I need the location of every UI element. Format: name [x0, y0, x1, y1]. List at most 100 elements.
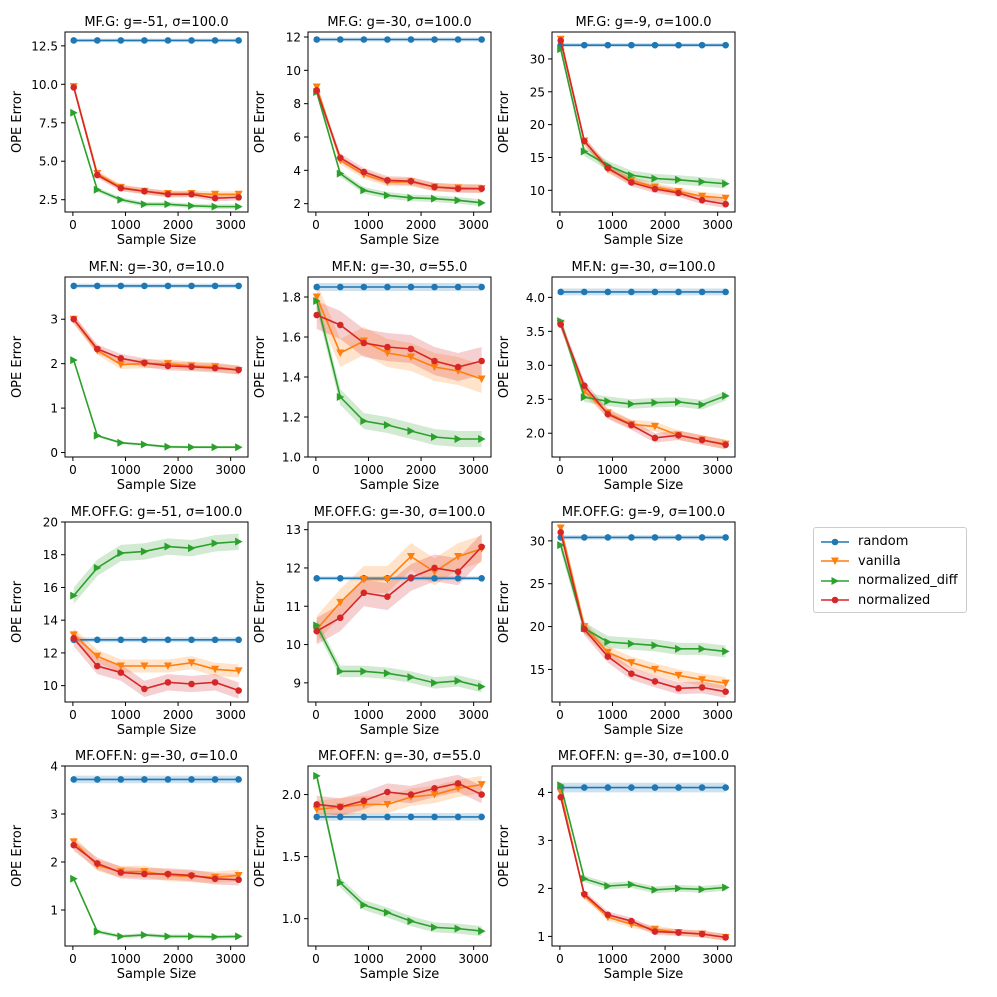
x-tick-label: 1000 [597, 952, 628, 966]
point-vanilla [312, 805, 321, 814]
point-normalized [478, 543, 485, 551]
subplot-title: MF.G: g=-30, σ=100.0 [327, 15, 471, 30]
axes-frame [307, 31, 492, 213]
x-tick-label: 0 [312, 463, 320, 477]
point-random [651, 784, 659, 791]
line-normalized_diff [315, 91, 482, 204]
x-tick-label: 0 [556, 463, 564, 477]
subplot-11: 0 1000 2000 3000 1.0 1.5 2.0 MF.OFF.N: g=-30, σ… [253, 749, 492, 982]
point-normalized [698, 930, 706, 938]
line-normalized [559, 797, 726, 939]
line-normalized [316, 782, 482, 808]
point-normalized_diff [557, 781, 565, 790]
point-normalized_diff [454, 924, 463, 933]
y-tick-label: 3 [537, 834, 545, 848]
point-normalized [675, 929, 682, 936]
point-vanilla [698, 676, 707, 684]
y-tick-label: 16 [43, 581, 58, 595]
x-tick-label: 2000 [650, 218, 681, 232]
point-vanilla [211, 665, 220, 674]
point-normalized_diff [627, 880, 636, 889]
line-normalized [559, 532, 726, 693]
point-normalized [336, 321, 344, 329]
y-tick-label: 20 [530, 118, 545, 132]
point-vanilla [234, 667, 243, 675]
point-random [675, 534, 682, 541]
subplot-10: 0 1000 2000 3000 1 2 3 4 MF.OFF.N: g=-30, σ=10.0… [10, 749, 249, 982]
point-normalized [164, 679, 172, 686]
x-tick-label: 3000 [215, 708, 246, 722]
line-vanilla [316, 548, 482, 630]
point-vanilla [627, 659, 636, 667]
line-vanilla [315, 296, 482, 380]
y-tick-label: 15 [530, 663, 545, 677]
point-random [628, 41, 635, 49]
point-normalized_diff [117, 438, 125, 447]
line-normalized [316, 546, 483, 632]
point-random [313, 283, 321, 291]
point-vanilla [454, 784, 463, 793]
subplot-4: 0 1000 2000 3000 0 1 2 3 MF.N: g=-30, σ=10.0 Samp… [10, 260, 249, 493]
point-normalized_diff [93, 563, 102, 572]
point-normalized [93, 171, 101, 179]
point-random [722, 534, 729, 541]
point-vanilla [477, 375, 486, 383]
point-random [164, 37, 172, 44]
subplot-3: 0 1000 2000 3000 10 15 20 25 30 MF.G: g=-9, σ=100… [497, 15, 736, 248]
point-normalized_diff [478, 927, 486, 936]
legend-item-normalized: normalized [820, 591, 960, 611]
legend-swatch-random [821, 538, 849, 546]
y-tick-label: 2.0 [526, 427, 545, 441]
x-tick-label: 2000 [650, 952, 681, 966]
y-axis-label: OPE Error [10, 90, 25, 153]
point-normalized [431, 785, 438, 792]
x-tick-label: 1000 [110, 708, 141, 722]
subplot-title: MF.N: g=-30, σ=10.0 [89, 260, 225, 275]
y-tick-label: 2.5 [39, 193, 58, 207]
point-random [188, 776, 195, 783]
point-random [384, 283, 391, 291]
point-random [407, 36, 415, 43]
point-normalized_diff [70, 108, 78, 117]
point-normalized [164, 870, 172, 878]
point-random [722, 784, 729, 791]
point-normalized_diff [722, 179, 730, 188]
point-normalized_diff [235, 443, 243, 452]
point-random [141, 776, 148, 783]
y-tick-label: 10 [286, 64, 301, 78]
point-random [604, 288, 612, 296]
subplot-title: MF.OFF.G: g=-9, σ=100.0 [562, 505, 725, 520]
point-normalized_diff [627, 639, 636, 648]
y-tick-label: 7.5 [39, 116, 58, 130]
y-tick-label: 10 [286, 638, 301, 652]
point-normalized_diff [454, 196, 463, 205]
point-normalized [313, 801, 321, 808]
point-normalized_diff [211, 539, 220, 548]
point-normalized [70, 315, 78, 323]
point-normalized_diff [117, 549, 125, 558]
band-normalized_diff [73, 533, 239, 604]
point-random [651, 41, 659, 49]
point-random [651, 288, 659, 296]
point-vanilla [116, 662, 125, 670]
point-normalized_diff [140, 200, 149, 209]
point-normalized_diff [675, 884, 683, 893]
legend-label: normalized_diff [858, 573, 958, 589]
point-normalized_diff [722, 883, 730, 892]
subplot-6: 0 1000 2000 3000 2.0 2.5 3.0 3.5 4.0 MF.N: g=-30,… [497, 260, 736, 493]
point-normalized_diff [431, 433, 439, 441]
point-random [117, 636, 125, 644]
point-normalized_diff [140, 440, 149, 449]
point-normalized_diff [580, 147, 589, 156]
plot-area [556, 781, 730, 942]
y-tick-label: 4 [50, 760, 58, 774]
point-normalized [431, 564, 438, 572]
plot-area [312, 533, 486, 693]
y-axis-label: OPE Error [253, 90, 268, 153]
point-vanilla [140, 662, 149, 670]
point-random [70, 282, 78, 290]
line-vanilla [559, 792, 726, 939]
band-normalized_diff [316, 293, 482, 447]
point-normalized [141, 187, 148, 195]
line-normalized_diff [559, 544, 726, 653]
